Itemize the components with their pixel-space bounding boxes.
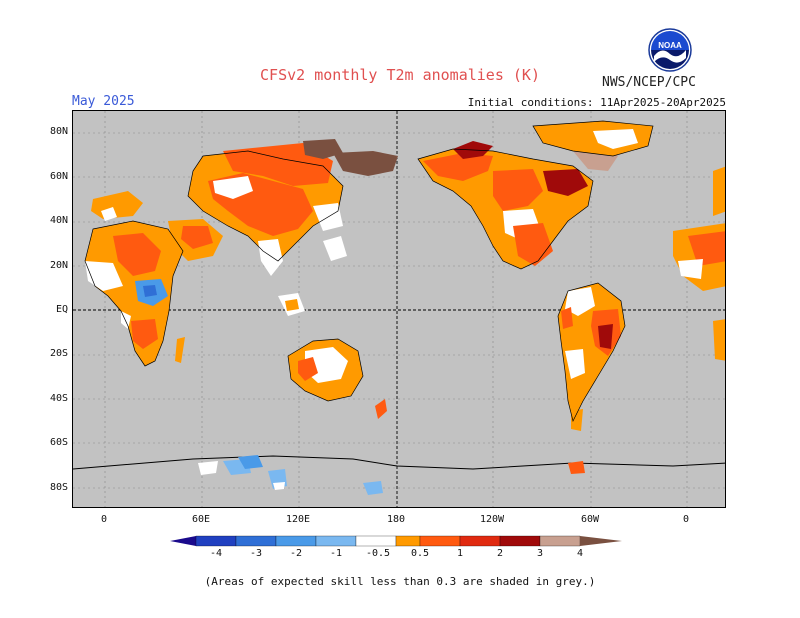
skill-footnote: (Areas of expected skill less than 0.3 a… xyxy=(204,575,596,588)
agency-label: NWS/NCEP/CPC xyxy=(602,75,696,90)
lat-label-80s: 80S xyxy=(49,482,68,493)
colorbar-arrow-high xyxy=(580,536,622,546)
lat-label-eq: EQ xyxy=(55,304,68,315)
lon-label-60w: 60W xyxy=(580,514,600,525)
colorbar-bin xyxy=(355,535,397,547)
colorbar-label: 3 xyxy=(536,548,544,559)
map-main-axes xyxy=(73,111,725,507)
lat-label-60n: 60N xyxy=(49,171,68,182)
lon-label-120w: 120W xyxy=(479,514,505,525)
lat-label-20s: 20S xyxy=(49,348,68,359)
colorbar-label: -2 xyxy=(289,548,303,559)
region-africa-europe xyxy=(85,191,185,366)
region-australia xyxy=(288,339,387,419)
colorbar-label: -1 xyxy=(329,548,343,559)
colorbar-bin xyxy=(459,535,501,547)
lon-label-0-east: 0 xyxy=(682,514,690,525)
lat-label-80n: 80N xyxy=(49,126,68,137)
noaa-logo-text: NOAA xyxy=(658,41,682,50)
colorbar-label: 0.5 xyxy=(410,548,430,559)
colorbar-bin xyxy=(539,535,581,547)
colorbar-bin xyxy=(195,535,237,547)
lon-label-120e: 120E xyxy=(285,514,311,525)
map-gridlines xyxy=(73,111,725,507)
anomaly-map xyxy=(72,110,726,508)
colorbar-bin xyxy=(275,535,317,547)
colorbar-bin xyxy=(315,535,357,547)
colorbar-bin xyxy=(499,535,541,547)
region-east-wrap xyxy=(673,166,725,361)
colorbar xyxy=(170,535,622,547)
region-antarctica xyxy=(73,455,725,495)
anomaly-map-canvas xyxy=(73,111,725,507)
colorbar-label: 1 xyxy=(456,548,464,559)
colorbar-label: -4 xyxy=(209,548,223,559)
colorbar-label: -0.5 xyxy=(365,548,391,559)
region-north-america xyxy=(418,121,653,269)
lon-label-0: 0 xyxy=(100,514,108,525)
lat-label-40n: 40N xyxy=(49,215,68,226)
lat-label-40s: 40S xyxy=(49,393,68,404)
lon-label-60e: 60E xyxy=(191,514,211,525)
colorbar-label: -3 xyxy=(249,548,263,559)
colorbar-bin xyxy=(419,535,461,547)
lat-label-60s: 60S xyxy=(49,437,68,448)
region-south-america xyxy=(558,283,625,431)
colorbar-bin xyxy=(395,535,421,547)
lon-label-180: 180 xyxy=(386,514,406,525)
forecast-month: May 2025 xyxy=(72,94,135,109)
map-title: CFSv2 monthly T2m anomalies (K) xyxy=(260,66,540,84)
lat-label-20n: 20N xyxy=(49,260,68,271)
colorbar-label: 4 xyxy=(576,548,584,559)
initial-conditions: Initial conditions: 11Apr2025-20Apr2025 xyxy=(467,96,726,109)
noaa-logo-icon: NOAA xyxy=(648,28,692,72)
map-coastlines xyxy=(84,120,654,423)
region-asia xyxy=(168,139,398,316)
colorbar-label: 2 xyxy=(496,548,504,559)
colorbar-arrow-low xyxy=(170,536,196,546)
colorbar-bin xyxy=(235,535,277,547)
